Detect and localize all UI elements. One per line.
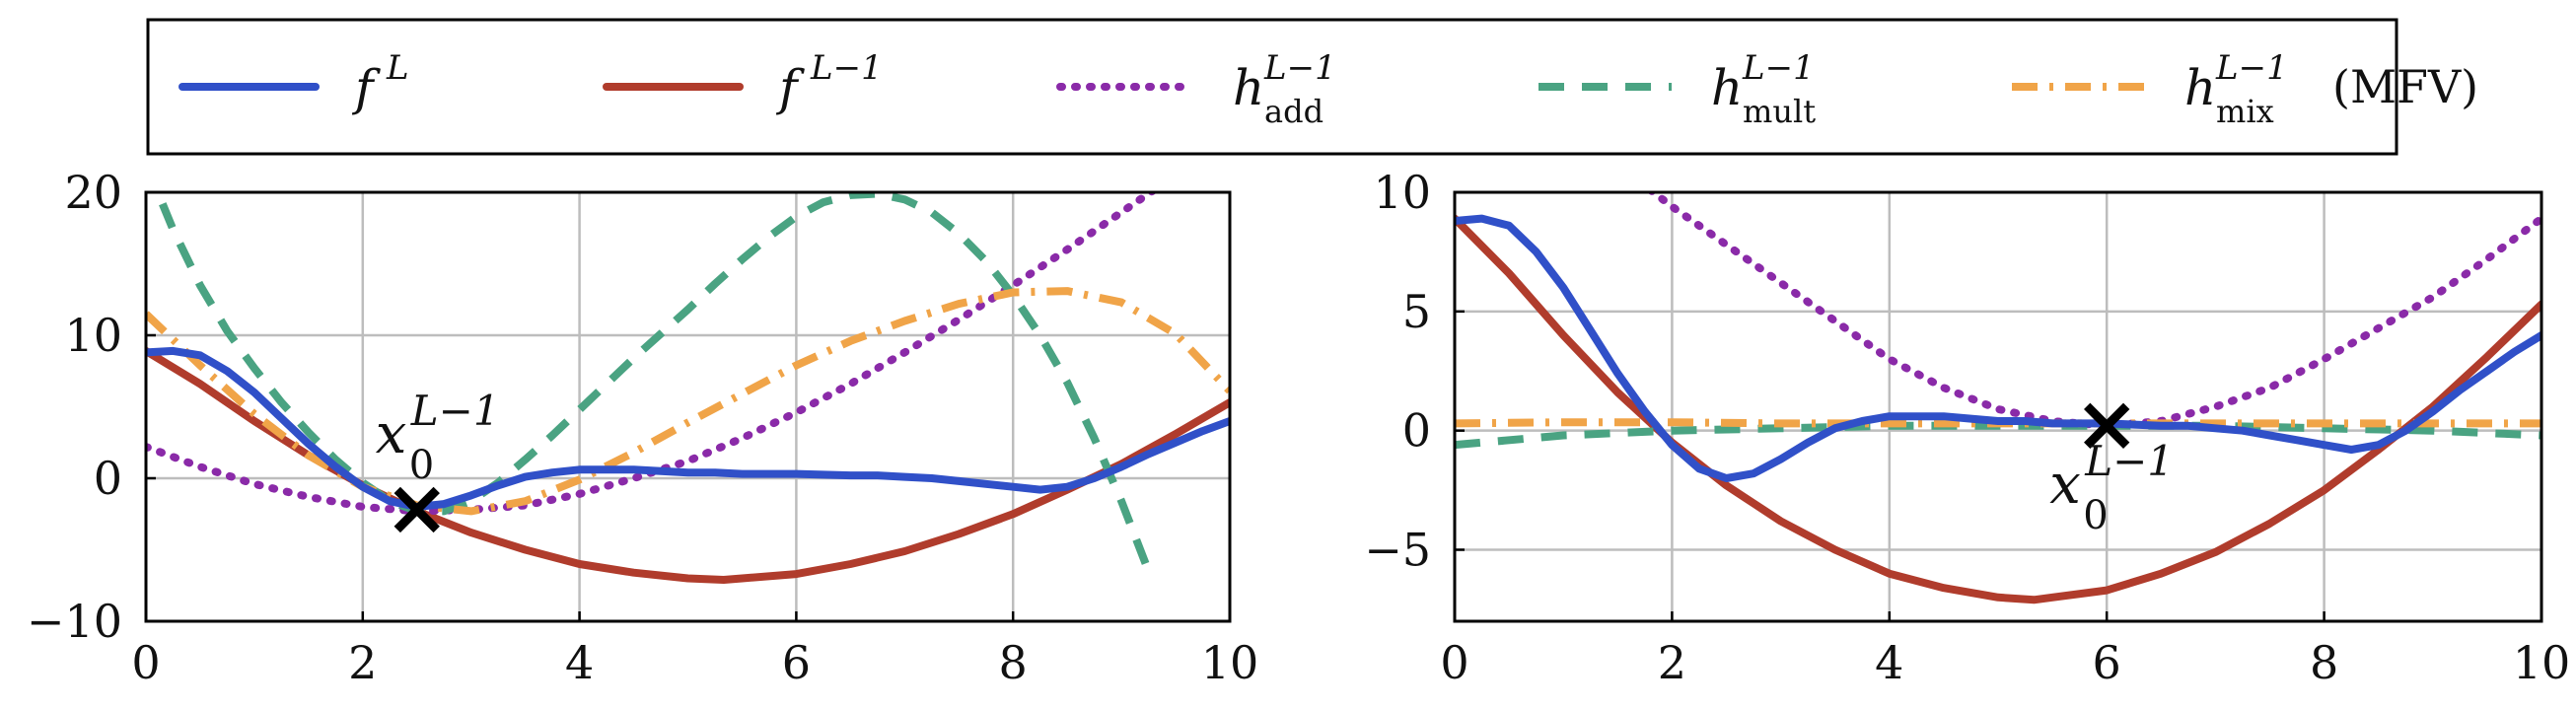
legend-label-hmult: hL−1 mult: [1711, 48, 1816, 130]
series-group: [146, 192, 1230, 584]
y-tick-label: −5: [1364, 524, 1431, 577]
legend-symbol: h: [1233, 59, 1264, 116]
legend-superscript: L−1: [1742, 48, 1815, 88]
annotation-symbol: x: [2049, 453, 2081, 517]
x-tick-label: 10: [2513, 636, 2571, 689]
legend-superscript: L: [386, 48, 409, 88]
series-line-fL: [146, 346, 1230, 511]
x-tick-label: 0: [1440, 636, 1468, 689]
x-tick-label: 10: [1201, 636, 1259, 689]
y-tick-label: 10: [1373, 166, 1431, 219]
legend-subscript: add: [1264, 93, 1324, 130]
annotation-symbol: x: [376, 402, 407, 466]
annotation-superscript: L−1: [2084, 437, 2174, 485]
legend-superscript: L−1: [1263, 48, 1336, 88]
legend-symbol: h: [1711, 59, 1743, 116]
x-tick-label: 0: [131, 636, 160, 689]
x-tick-label: 2: [348, 636, 377, 689]
right-plot-panel: 0 2 4 6 8 10 −5 0 5 10 x L−1 0: [1364, 166, 2570, 689]
legend-suffix: (MFV): [2332, 60, 2478, 113]
x0-marker: [2084, 402, 2130, 450]
x-tick-label: 8: [2310, 636, 2338, 689]
x-tick-label: 6: [782, 636, 811, 689]
y-tick-label: −10: [27, 595, 122, 648]
legend-superscript: L−1: [810, 48, 883, 88]
x0-marker: [394, 486, 440, 533]
x-tick-label: 4: [565, 636, 594, 689]
y-tick-label: 10: [64, 309, 122, 362]
legend-label-hadd: hL−1 add: [1233, 48, 1336, 130]
x0-annotation: x L−1 0: [2049, 437, 2174, 538]
annotation-subscript: 0: [2083, 493, 2108, 538]
y-tick-label: 0: [94, 452, 122, 505]
annotation-subscript: 0: [409, 443, 434, 488]
series-line-hadd: [1647, 192, 2541, 430]
series-group: [1455, 192, 2541, 604]
plot-frame: [1453, 190, 2543, 623]
series-line-hadd: [146, 192, 1158, 516]
y-tick-label: 20: [64, 166, 122, 219]
series-line-fL: [1455, 214, 2541, 482]
y-tick-label: 5: [1402, 285, 1431, 338]
legend-superscript: L−1: [2215, 48, 2288, 88]
y-tick-label: 0: [1402, 404, 1431, 458]
x0-annotation: x L−1 0: [376, 387, 500, 488]
x-tick-label: 6: [2093, 636, 2121, 689]
annotation-superscript: L−1: [410, 387, 500, 435]
legend-subscript: mix: [2216, 93, 2274, 130]
x-tick-label: 8: [999, 636, 1028, 689]
legend-subscript: mult: [1743, 93, 1816, 130]
plot-frame: [144, 190, 1232, 623]
legend-label-hmix: hL−1 mix (MFV): [2184, 48, 2478, 130]
series-line-hmult: [153, 192, 1153, 573]
x-tick-label: 4: [1875, 636, 1903, 689]
x-tick-label: 2: [1658, 636, 1686, 689]
series-line-hmix: [146, 287, 1230, 516]
legend-symbol: h: [2184, 59, 2216, 116]
